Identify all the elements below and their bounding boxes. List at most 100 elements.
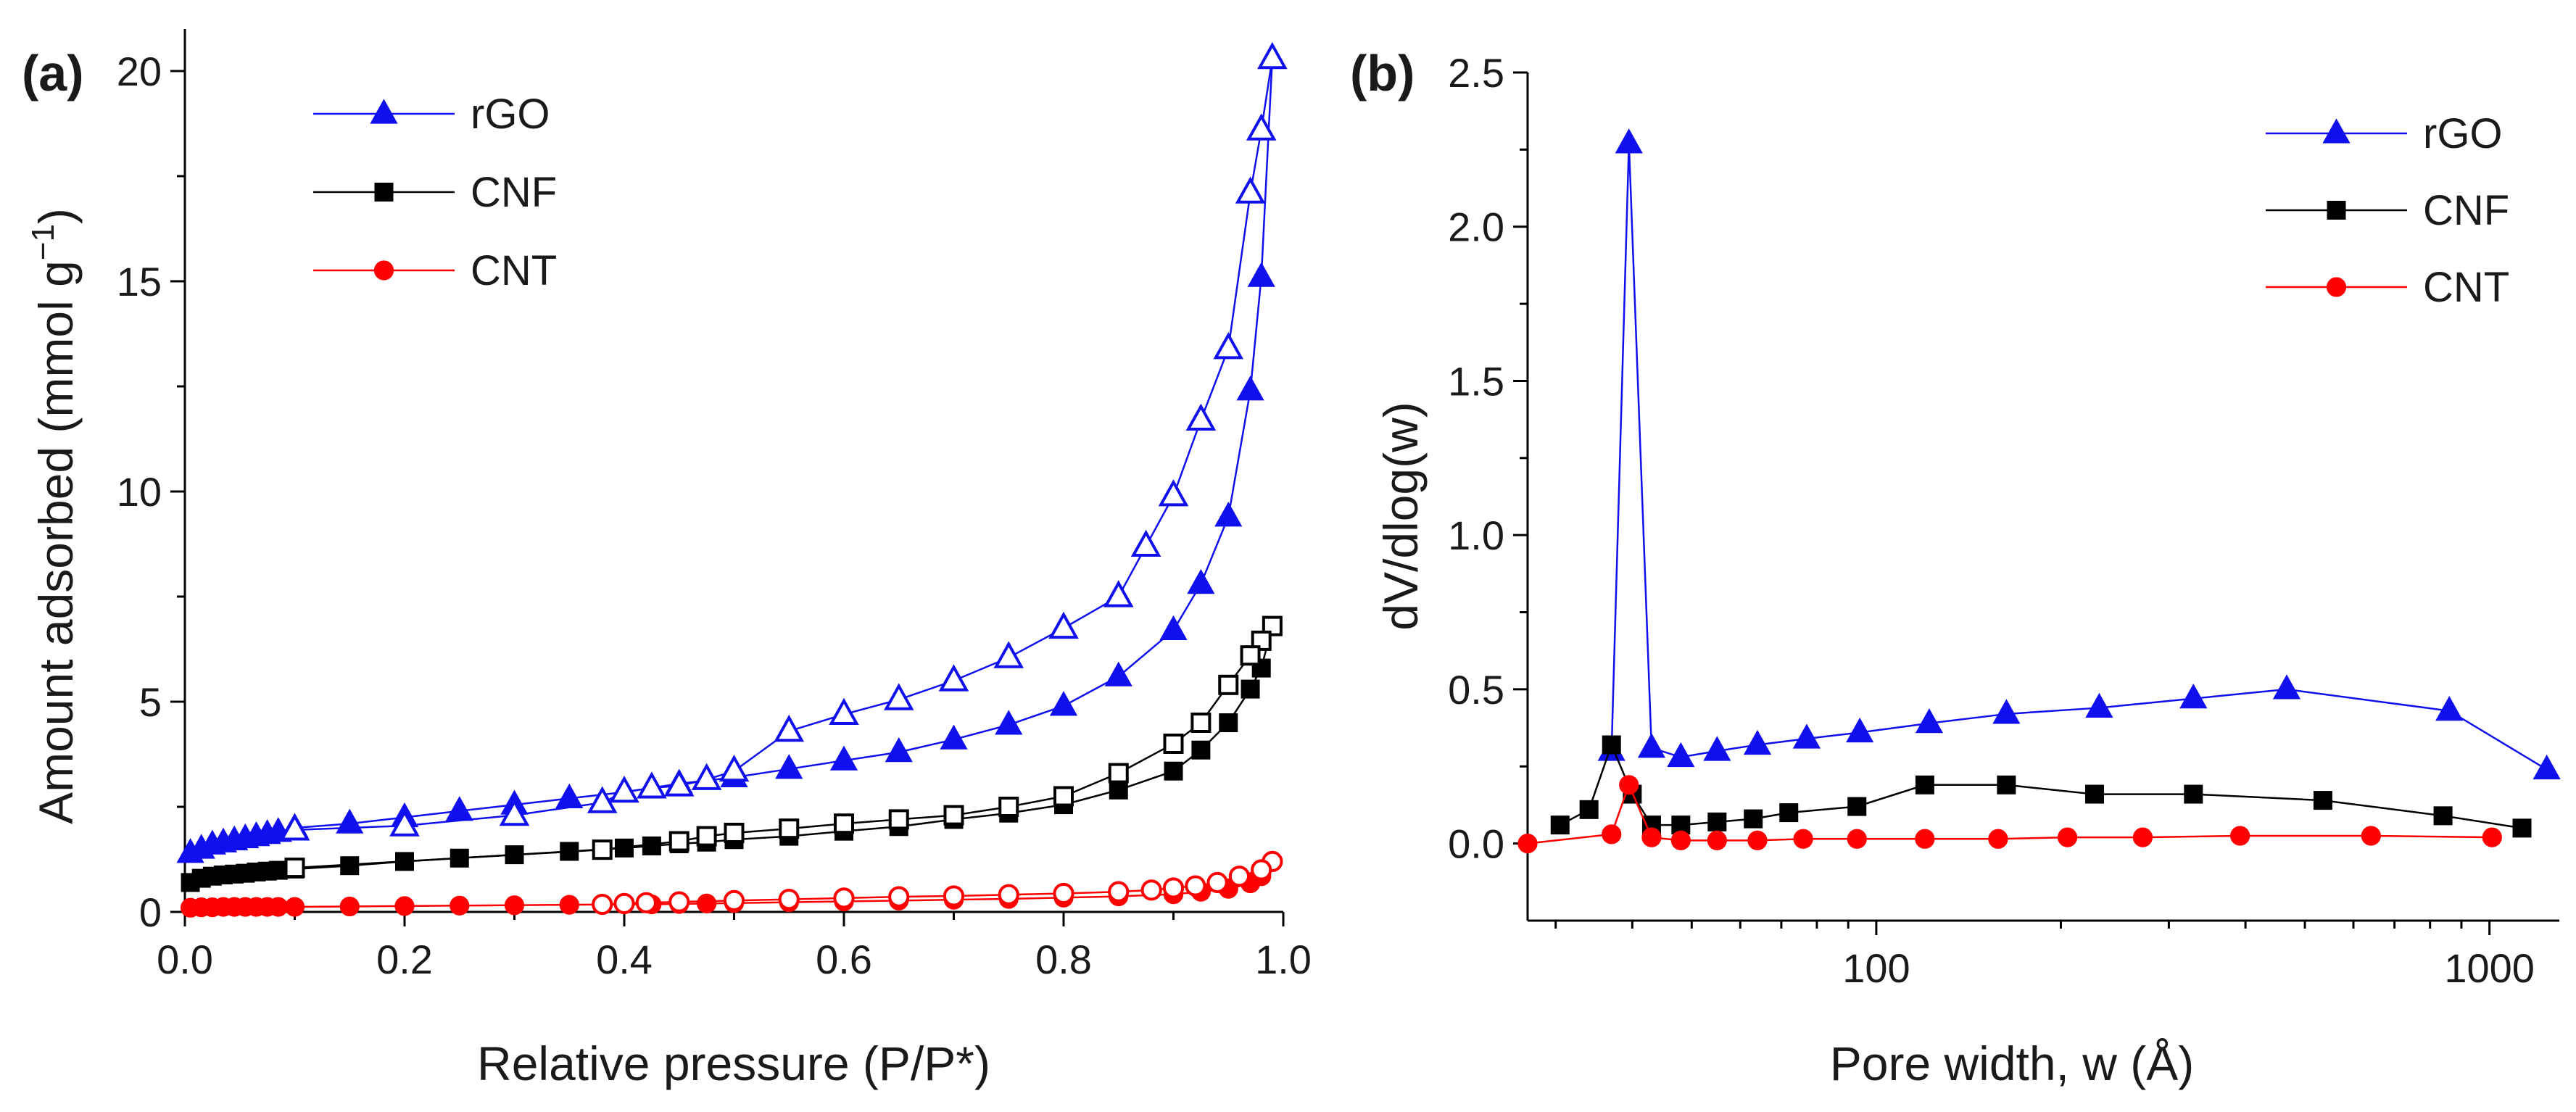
data-point-CNT	[1747, 830, 1768, 850]
data-point-CNT	[1162, 877, 1185, 899]
x-tick-label: 100	[1842, 945, 1910, 991]
data-point-CNT	[1140, 879, 1162, 901]
y-tick-label: 10	[117, 469, 162, 515]
data-point-rGO	[1703, 736, 1731, 761]
x-axis-title-b: Pore width, w (Å)	[1830, 1037, 2194, 1090]
data-point-CNF	[1164, 761, 1183, 781]
data-point-rGO	[1048, 611, 1079, 639]
data-point-CNT	[723, 889, 745, 911]
data-point-rGO	[940, 724, 968, 750]
data-point-CNF	[2085, 784, 2105, 804]
data-point-CNF	[1779, 803, 1799, 823]
data-point-CNF	[1191, 740, 1211, 760]
x-tick-label: 1000	[2444, 945, 2535, 991]
data-point-CNF	[1602, 735, 1621, 755]
data-point-rGO	[1187, 568, 1215, 594]
data-point-CNT	[635, 892, 657, 913]
data-point-CNT	[1602, 824, 1622, 845]
data-point-CNT	[998, 884, 1019, 905]
data-point-CNT	[1206, 871, 1228, 894]
data-point-CNF	[592, 839, 613, 860]
data-point-rGO	[774, 714, 805, 742]
data-point-CNT	[2361, 826, 2381, 846]
y-tick-label: 20	[117, 49, 162, 94]
data-point-CNT	[394, 896, 415, 916]
data-point-CNF	[1219, 713, 1238, 732]
data-point-CNT	[339, 896, 360, 917]
data-point-rGO	[279, 813, 310, 841]
data-point-rGO	[445, 796, 473, 821]
data-point-CNT	[1707, 830, 1727, 850]
data-point-CNT	[697, 893, 717, 914]
data-point-CNF	[1053, 786, 1074, 807]
data-point-CNF	[1218, 674, 1239, 695]
data-point-CNT	[1988, 829, 2008, 849]
data-point-rGO	[829, 745, 858, 771]
data-point-CNF	[1163, 734, 1184, 754]
data-point-rGO	[1214, 502, 1243, 527]
data-point-CNT	[1185, 875, 1206, 897]
y-axis-title-a-end: )	[29, 208, 83, 224]
series-CNT-desorption	[592, 850, 1283, 916]
data-point-rGO	[829, 697, 859, 725]
data-point-CNT	[559, 895, 579, 915]
series-line-CNT	[1527, 782, 2493, 845]
data-point-CNF	[724, 822, 745, 843]
data-point-CNT	[268, 897, 289, 917]
data-point-rGO	[1846, 717, 1874, 743]
x-tick-label: 0.2	[376, 937, 433, 982]
legend-label: CNT	[471, 247, 557, 294]
data-point-CNT	[1251, 859, 1272, 881]
legend-item-CNT: CNT	[313, 247, 557, 294]
y-axis-title-b: dV/dlog(w)	[1374, 402, 1428, 630]
data-point-CNF	[1240, 645, 1261, 666]
data-point-rGO	[883, 683, 914, 710]
panel-label-b: (b)	[1350, 45, 1415, 101]
data-point-CNF	[1241, 679, 1260, 699]
data-point-rGO	[1743, 729, 1772, 755]
data-point-CNT	[1053, 882, 1074, 905]
y-axis-title-a: Amount adsorbed (mmol g−1)	[25, 208, 83, 824]
series-CNF-adsorption	[181, 616, 1282, 892]
data-point-rGO	[775, 754, 803, 779]
data-point-CNF	[1190, 713, 1212, 733]
x-tick-label: 0.6	[816, 937, 872, 982]
series-line-rGO	[294, 58, 1274, 831]
data-point-CNF	[1108, 763, 1129, 784]
data-point-CNF	[2184, 784, 2203, 804]
data-point-rGO	[1667, 742, 1695, 768]
x-tick-label: 0.8	[1035, 937, 1092, 982]
data-point-rGO	[2179, 684, 2208, 709]
data-point-CNT	[1793, 829, 1813, 849]
data-point-rGO	[336, 808, 364, 834]
adsorption-isotherm-chart: 0.0 0.2 0.4 0.6 0.8 1.0 0 5 10 15 20 rGO CNF CNT (a)…	[22, 29, 1312, 1090]
data-point-CNT	[1915, 829, 1935, 849]
data-point-CNT	[2132, 827, 2153, 847]
data-point-rGO	[1257, 41, 1288, 70]
data-point-CNT	[1108, 881, 1130, 903]
data-point-CNT	[613, 892, 635, 915]
data-point-CNF	[888, 809, 909, 830]
series-line-rGO	[190, 58, 1274, 854]
data-point-CNT	[1641, 827, 1662, 847]
data-point-CNF	[1579, 800, 1599, 819]
data-point-CNT	[778, 889, 800, 910]
data-point-rGO	[1637, 733, 1666, 758]
data-point-rGO	[993, 641, 1024, 668]
data-point-rGO	[1915, 708, 1944, 734]
data-point-CNT	[2482, 827, 2502, 847]
legend-marker-rGO	[370, 99, 398, 124]
chart-b-series	[1517, 128, 2561, 854]
legend-marker-CNF	[2327, 201, 2346, 220]
data-point-CNT	[2057, 827, 2078, 847]
data-point-rGO	[555, 783, 584, 808]
legend-label: rGO	[471, 91, 550, 138]
data-point-rGO	[587, 786, 618, 813]
y-axis-title-a-main: Amount adsorbed (mmol g	[29, 260, 83, 824]
data-point-rGO	[885, 737, 913, 763]
data-point-rGO	[938, 664, 969, 692]
data-point-CNF	[779, 818, 800, 839]
data-point-CNF	[1251, 658, 1271, 678]
data-point-rGO	[1235, 176, 1266, 204]
legend-item-CNF: CNF	[2266, 187, 2509, 234]
